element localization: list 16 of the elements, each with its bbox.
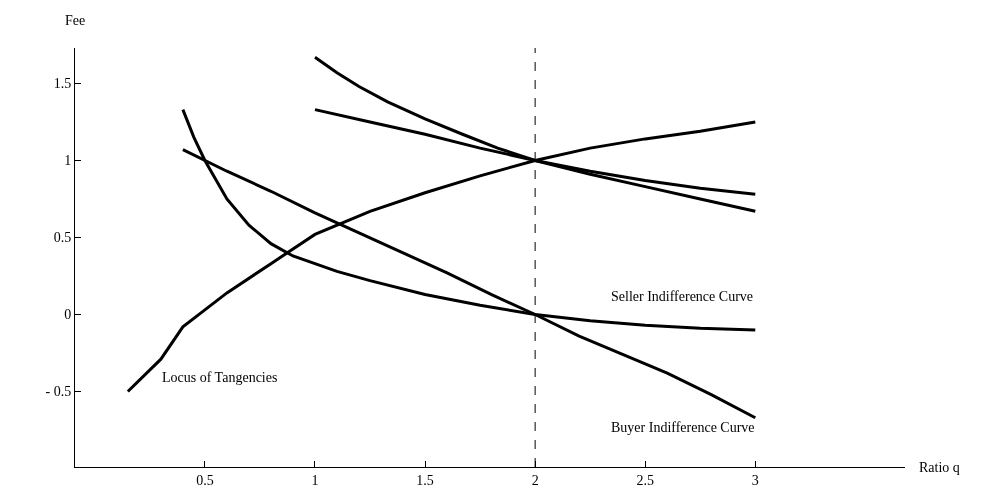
y-tick-label: 0 [64, 307, 72, 323]
y-tick-label: - 0.5 [45, 384, 72, 400]
y-tick-label: 1.5 [53, 76, 72, 92]
annotation: Locus of Tangencies [162, 370, 278, 385]
y-tick-label: 0.5 [53, 230, 72, 246]
x-tick-label: 2 [531, 472, 539, 488]
x-tick-label: 1.5 [416, 472, 434, 488]
y-tick-label: 1 [64, 153, 72, 169]
x-tick-label: 1 [311, 472, 319, 488]
x-tick-label: 3 [751, 472, 759, 488]
x-tick-label: 0.5 [196, 472, 214, 488]
x-axis-title: Ratio q [919, 460, 960, 475]
annotation: Buyer Indifference Curve [611, 420, 755, 435]
annotation: Seller Indifference Curve [611, 289, 754, 304]
y-axis-title: Fee [65, 13, 86, 28]
x-tick-label: 2.5 [636, 472, 654, 488]
